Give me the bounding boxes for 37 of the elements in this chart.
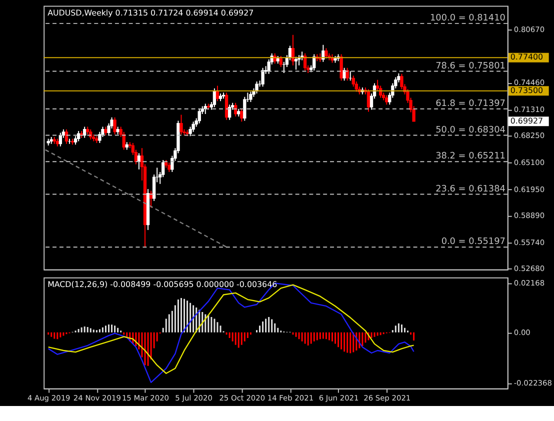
ref-line-label: 0.0 = 0.55197 [441,237,506,248]
candlestick [83,126,86,138]
candlestick [243,96,246,122]
candlestick [324,48,328,59]
candlestick [198,108,201,124]
ref-line-label: 61.8 = 0.71397 [436,98,506,109]
candlestick [255,81,258,94]
candlestick [249,91,252,103]
candlestick [192,121,195,132]
candlestick [113,116,116,135]
candlestick [240,108,244,122]
ref-line-label: 0.73500 [510,86,544,95]
candlestick [294,56,298,70]
text: 0.69927 [510,116,544,126]
candlestick [64,128,68,144]
candlestick [122,131,126,150]
ref-line-label: 100.0 = 0.81410 [430,13,506,24]
ref-line-label: 23.6 = 0.61384 [436,184,506,194]
candlestick [385,94,388,106]
ref-line-label: 78.6 = 0.75801 [436,61,506,72]
ref-line-label: 0.77400 [510,52,544,62]
candlestick [212,88,216,108]
candlestick [168,162,171,172]
candlestick [342,67,346,82]
candlestick [279,55,282,68]
candlestick [346,67,349,82]
ref-line-label: 38.2 = 0.65211 [436,152,506,162]
candlestick [224,92,228,120]
chart-title: AUDUSD,Weekly 0.71315 0.71724 0.69914 0.69927 [48,8,254,18]
candlestick [76,130,80,142]
candlestick [180,114,183,135]
candlestick [261,67,264,88]
candlestick [98,131,102,144]
ref-line-label: 50.0 = 0.68304 [436,125,506,136]
candlestick [58,132,62,147]
candlestick [340,54,343,82]
candlestick [366,88,370,112]
